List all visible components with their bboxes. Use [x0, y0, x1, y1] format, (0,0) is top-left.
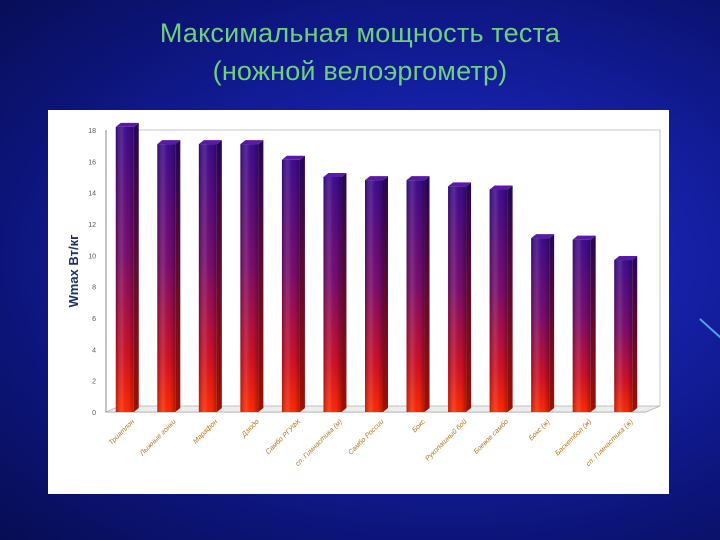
- y-tick-label: 0: [92, 410, 96, 417]
- bar-shading: [281, 159, 300, 412]
- y-tick-label: 6: [92, 316, 96, 323]
- bar-shading: [365, 180, 383, 412]
- y-axis-label: Wmax Вт/кг: [66, 234, 81, 308]
- bar-top: [531, 234, 555, 239]
- bar-top: [448, 182, 472, 187]
- bar-side: [632, 256, 638, 412]
- bar-side: [175, 140, 181, 412]
- bar: [531, 234, 555, 412]
- x-tick-label: Рукопашный бой: [424, 418, 469, 463]
- y-tick-label: 14: [88, 191, 96, 198]
- y-tick-labels: 0 2 4 6 8 10 12 14 16 18: [88, 128, 96, 417]
- bar-top: [489, 185, 513, 190]
- x-tick-label: Бокс (ж): [528, 418, 552, 442]
- x-tick-label: Боевое самбо: [472, 418, 510, 456]
- bar: [323, 173, 347, 412]
- bar-top: [572, 235, 596, 240]
- bar-side: [507, 185, 513, 412]
- bar-top: [323, 173, 347, 177]
- x-tick-label: Марафон: [192, 418, 219, 445]
- bar-top: [198, 140, 222, 145]
- x-tick-label: сп. Гимнастика (ж): [585, 418, 635, 468]
- bar: [365, 176, 388, 412]
- bar-shading: [240, 144, 259, 412]
- y-tick-label: 18: [88, 128, 96, 135]
- y-tick-label: 4: [92, 347, 96, 354]
- bar: [281, 155, 305, 412]
- bar-shading: [614, 260, 633, 412]
- slide-title-line-1: Максимальная мощность теста: [159, 18, 561, 48]
- bar-top: [281, 155, 305, 160]
- bar-top: [406, 176, 430, 181]
- x-tick-label: Лыжные гонки: [138, 418, 178, 458]
- bar-shading: [531, 238, 550, 412]
- bar-top: [157, 140, 181, 145]
- slide-title-line-2: (ножной велоэргометр): [212, 56, 508, 86]
- x-tick-label: Самбо России: [347, 418, 386, 457]
- bar: [448, 182, 472, 412]
- bar-side: [341, 173, 347, 412]
- bar: [572, 235, 596, 412]
- bar-chart: Wmax Вт/кг 0 2 4 6 8 10 12 14 16 18 Триатлон Лыжны…: [48, 110, 669, 494]
- bar-side: [383, 176, 388, 412]
- bar: [489, 185, 513, 412]
- bar-side: [590, 235, 596, 412]
- bar-side: [133, 122, 139, 412]
- x-tick-label: Триатлон: [108, 418, 136, 446]
- bar-shading: [157, 144, 176, 412]
- bar-shading: [115, 126, 134, 412]
- bar-top: [115, 122, 139, 127]
- bars: [115, 122, 638, 412]
- bar-top: [614, 256, 638, 261]
- bar: [157, 140, 181, 412]
- bar-shading: [198, 144, 217, 412]
- y-tick-label: 12: [88, 222, 96, 229]
- bar-shading: [489, 189, 508, 412]
- bar-top: [240, 140, 264, 145]
- bar-side: [258, 140, 264, 412]
- x-tick-label: Самбо РГУФК: [264, 417, 303, 456]
- bar-shading: [448, 186, 467, 412]
- bar: [240, 140, 264, 412]
- y-tick-label: 2: [92, 379, 96, 386]
- slide-title: Максимальная мощность теста (ножной вело…: [0, 14, 720, 90]
- y-tick-label: 10: [88, 253, 96, 260]
- bar: [115, 122, 139, 412]
- chart-canvas: Wmax Вт/кг 0 2 4 6 8 10 12 14 16 18 Триатлон Лыжны…: [66, 122, 661, 468]
- decorative-line: [699, 318, 720, 339]
- bar-side: [466, 182, 472, 412]
- x-tick-label: Бокс: [411, 418, 427, 434]
- bar-side: [299, 155, 305, 412]
- bar-side: [549, 234, 555, 412]
- bar-side: [216, 140, 222, 412]
- x-tick-label: сп. Гимнастика (м): [294, 418, 344, 468]
- bar-shading: [323, 177, 342, 412]
- bar-side: [424, 176, 430, 412]
- bar: [198, 140, 222, 412]
- back-wall: [120, 129, 661, 406]
- x-tick-label: Баскетбол (ж): [554, 418, 594, 458]
- x-tick-labels: Триатлон Лыжные гонки Марафон Дзюдо Самбо РГ…: [108, 417, 635, 468]
- bar-top: [365, 176, 388, 181]
- bar-shading: [406, 180, 425, 412]
- bar-shading: [572, 239, 591, 412]
- y-tick-label: 8: [92, 285, 96, 292]
- x-tick-label: Дзюдо: [239, 418, 261, 440]
- y-tick-label: 16: [88, 159, 96, 166]
- bar: [406, 176, 430, 412]
- y-axis-title: Wmax Вт/кг: [66, 234, 81, 308]
- bar: [614, 256, 638, 412]
